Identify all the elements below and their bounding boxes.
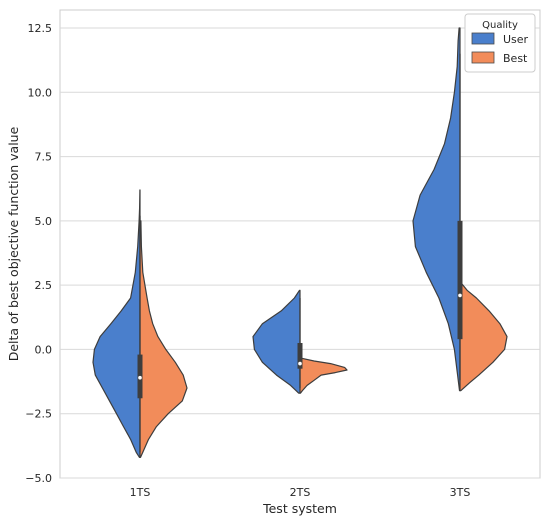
x-tick-label: 1TS (130, 486, 151, 499)
legend-label-user: User (503, 33, 529, 46)
box-median-2ts (298, 361, 302, 366)
x-tick-label: 2TS (290, 486, 311, 499)
box-iqr-3ts (457, 220, 463, 340)
violin-best-1ts (139, 220, 188, 458)
y-tick-label: 2.5 (35, 279, 53, 292)
inner-boxes (137, 53, 463, 453)
y-tick-label: 10.0 (28, 86, 53, 99)
legend-swatch-user (471, 32, 495, 45)
legend-title: Quality (482, 20, 518, 31)
x-tick-labels: 1TS 2TS 3TS (130, 486, 471, 499)
violin-best-2ts (299, 357, 348, 394)
box-median-1ts (138, 375, 142, 380)
y-tick-label: 12.5 (28, 22, 53, 35)
y-tick-label: 5.0 (35, 215, 53, 228)
y-tick-labels: −5.0 −2.5 0.0 2.5 5.0 7.5 10.0 12.5 (25, 22, 52, 485)
legend: Quality User Best (464, 13, 536, 73)
violin-user-2ts (252, 289, 301, 394)
x-axis-title: Test system (262, 501, 337, 516)
y-tick-label: −2.5 (25, 408, 52, 421)
violin-user-1ts (92, 189, 141, 458)
legend-swatch-best (471, 51, 495, 64)
violin-best-3ts (459, 282, 508, 392)
box-median-3ts (458, 293, 462, 298)
y-axis-title: Delta of best objective function value (6, 126, 21, 361)
violin-user-3ts (412, 27, 461, 392)
y-tick-label: 0.0 (35, 343, 53, 356)
box-iqr-2ts (297, 343, 303, 369)
x-tick-label: 3TS (450, 486, 471, 499)
y-tick-label: 7.5 (35, 151, 53, 164)
legend-label-best: Best (503, 52, 528, 65)
y-tick-label: −5.0 (25, 472, 52, 485)
violins (92, 27, 508, 458)
